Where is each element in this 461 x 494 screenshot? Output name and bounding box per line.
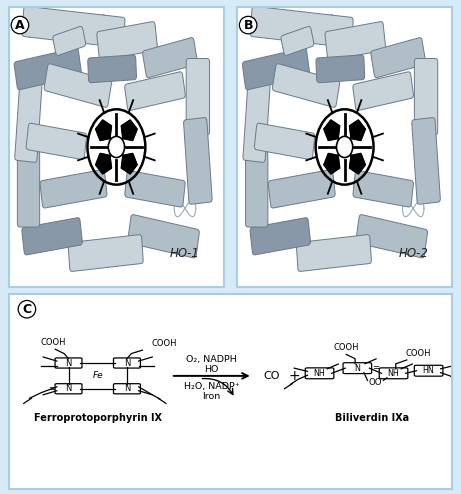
- FancyBboxPatch shape: [97, 22, 158, 60]
- FancyBboxPatch shape: [353, 72, 414, 111]
- Text: COOH: COOH: [151, 339, 177, 348]
- Polygon shape: [324, 154, 339, 173]
- FancyBboxPatch shape: [124, 72, 185, 111]
- Text: HO: HO: [205, 365, 219, 373]
- Text: HN: HN: [423, 366, 434, 375]
- Polygon shape: [122, 121, 137, 140]
- Text: N: N: [65, 359, 72, 368]
- Text: Iron: Iron: [202, 392, 221, 402]
- FancyBboxPatch shape: [356, 214, 427, 258]
- Polygon shape: [350, 154, 365, 173]
- FancyBboxPatch shape: [186, 58, 210, 135]
- Text: CO: CO: [264, 371, 280, 381]
- Text: Fe: Fe: [92, 371, 103, 380]
- FancyBboxPatch shape: [18, 151, 40, 227]
- Text: HO-2: HO-2: [398, 247, 428, 259]
- Text: COOH: COOH: [333, 343, 359, 352]
- FancyBboxPatch shape: [296, 235, 372, 271]
- FancyBboxPatch shape: [414, 58, 438, 135]
- FancyBboxPatch shape: [183, 118, 212, 204]
- Circle shape: [108, 136, 124, 158]
- FancyBboxPatch shape: [125, 170, 185, 207]
- FancyBboxPatch shape: [353, 170, 414, 207]
- FancyBboxPatch shape: [14, 48, 82, 90]
- Polygon shape: [350, 121, 365, 140]
- Text: NH: NH: [313, 369, 325, 378]
- Polygon shape: [96, 154, 111, 173]
- Text: COOH: COOH: [405, 349, 431, 358]
- FancyBboxPatch shape: [325, 22, 386, 60]
- Text: COOH: COOH: [40, 338, 66, 347]
- FancyBboxPatch shape: [242, 48, 310, 90]
- FancyBboxPatch shape: [22, 6, 125, 47]
- Text: =: =: [47, 384, 54, 393]
- Text: C: C: [23, 303, 31, 316]
- Text: Ferroprotoporphyrin IX: Ferroprotoporphyrin IX: [34, 413, 162, 423]
- FancyBboxPatch shape: [254, 123, 315, 160]
- FancyBboxPatch shape: [26, 123, 87, 160]
- Text: N: N: [65, 384, 72, 393]
- FancyBboxPatch shape: [44, 64, 112, 107]
- FancyBboxPatch shape: [22, 218, 83, 255]
- Text: N: N: [355, 364, 360, 372]
- FancyBboxPatch shape: [246, 151, 268, 227]
- FancyBboxPatch shape: [88, 55, 136, 82]
- Text: +: +: [288, 369, 300, 383]
- FancyBboxPatch shape: [40, 169, 107, 208]
- Text: O₂, NADPH: O₂, NADPH: [186, 355, 237, 364]
- FancyBboxPatch shape: [371, 38, 426, 78]
- FancyBboxPatch shape: [316, 55, 365, 82]
- Text: N: N: [124, 359, 130, 368]
- FancyBboxPatch shape: [15, 76, 42, 163]
- Text: H₂O, NADP⁺: H₂O, NADP⁺: [184, 382, 240, 391]
- Text: NH: NH: [388, 369, 399, 378]
- FancyBboxPatch shape: [250, 6, 353, 47]
- Text: OO: OO: [369, 378, 382, 387]
- FancyBboxPatch shape: [68, 235, 143, 271]
- FancyBboxPatch shape: [412, 118, 440, 204]
- FancyBboxPatch shape: [281, 26, 314, 55]
- FancyBboxPatch shape: [142, 38, 197, 78]
- Text: HO-1: HO-1: [170, 247, 200, 259]
- Text: Biliverdin IXa: Biliverdin IXa: [335, 413, 409, 423]
- Text: =: =: [372, 363, 379, 372]
- Text: B: B: [243, 19, 253, 32]
- FancyBboxPatch shape: [128, 214, 199, 258]
- FancyBboxPatch shape: [243, 76, 271, 163]
- Text: A: A: [15, 19, 25, 32]
- Text: N: N: [124, 384, 130, 393]
- FancyBboxPatch shape: [268, 169, 335, 208]
- Polygon shape: [122, 154, 137, 173]
- FancyBboxPatch shape: [272, 64, 340, 107]
- FancyBboxPatch shape: [250, 218, 311, 255]
- Polygon shape: [324, 121, 339, 140]
- Circle shape: [337, 136, 353, 158]
- FancyBboxPatch shape: [53, 26, 86, 55]
- Polygon shape: [96, 121, 111, 140]
